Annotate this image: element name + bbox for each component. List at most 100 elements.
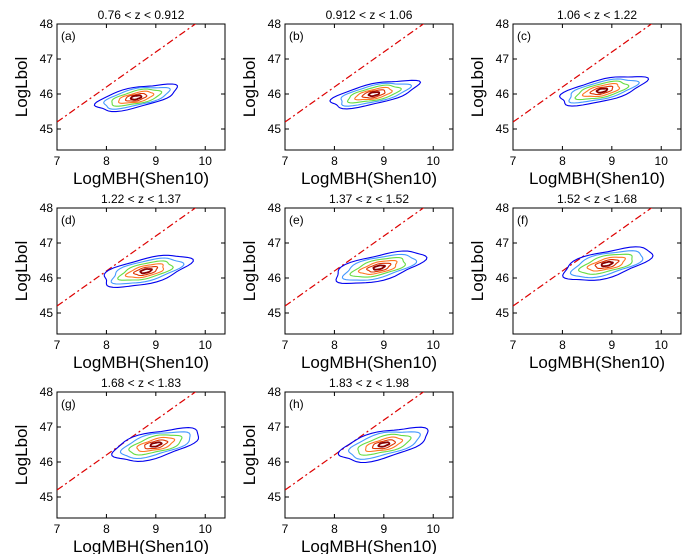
panel-5: 7 8 9 10 45 46 47 48 1.37 < z < 1.52 (e) LogMBH(Sh… (240, 192, 454, 372)
y-axis-label: LogLbol (468, 241, 487, 302)
x-tick-label: 10 (655, 338, 669, 352)
y-axis-label: LogLbol (240, 57, 259, 118)
y-tick-label: 47 (268, 52, 282, 66)
y-tick-label: 46 (496, 87, 510, 101)
contour-level-2 (341, 253, 418, 281)
contour-level-4 (357, 259, 398, 275)
x-tick-label: 7 (54, 338, 61, 352)
y-tick-label: 48 (40, 201, 54, 215)
panel-label: (g) (61, 397, 76, 411)
reference-line (513, 24, 653, 123)
contour-level-6 (372, 264, 387, 271)
panel-6: 7 8 9 10 45 46 47 48 1.52 < z < 1.68 (f) LogMBH(Sh… (468, 192, 682, 372)
contour-level-2 (569, 250, 644, 279)
x-axis-label: LogMBH(Shen10) (301, 537, 437, 554)
x-tick-label: 7 (282, 522, 289, 536)
x-tick-label: 10 (427, 154, 441, 168)
x-tick-label: 10 (427, 338, 441, 352)
panel-3: 7 8 9 10 45 46 47 48 1.06 < z < 1.22 (c) LogMBH(Sh… (468, 8, 682, 188)
contour-level-5 (594, 259, 620, 269)
panel-8: 7 8 9 10 45 46 47 48 1.83 < z < 1.98 (h) LogMBH(Sh… (240, 376, 454, 554)
x-tick-label: 10 (199, 522, 213, 536)
panel-label: (f) (517, 213, 528, 227)
y-tick-label: 47 (268, 236, 282, 250)
reference-line (285, 24, 425, 123)
y-tick-label: 48 (496, 201, 510, 215)
contour-level-3 (346, 84, 402, 104)
y-tick-label: 45 (40, 306, 54, 320)
x-tick-label: 9 (152, 154, 159, 168)
y-tick-label: 46 (40, 271, 54, 285)
contour-level-3 (111, 88, 163, 107)
y-tick-label: 48 (268, 17, 282, 31)
y-tick-label: 45 (496, 306, 510, 320)
contour-level-6 (377, 441, 391, 448)
x-tick-label: 9 (380, 522, 387, 536)
panel-2: 7 8 9 10 45 46 47 48 0.912 < z < 1.06 (b) LogMBH(S… (240, 8, 454, 188)
panel-label: (a) (61, 29, 76, 43)
y-tick-label: 47 (496, 52, 510, 66)
contour-level-6 (367, 91, 381, 98)
y-axis-label: LogLbol (12, 57, 31, 118)
y-tick-label: 47 (268, 420, 282, 434)
panel-title: 1.22 < z < 1.37 (101, 192, 181, 206)
contour-level-3 (577, 253, 633, 275)
contour-level-2 (119, 431, 191, 460)
y-axis-label: LogLbol (468, 57, 487, 118)
contour-level-3 (574, 80, 630, 101)
x-tick-label: 9 (608, 154, 615, 168)
y-tick-label: 48 (496, 17, 510, 31)
contour-level-6 (595, 87, 609, 94)
panel-label: (h) (289, 397, 304, 411)
contour-level-4 (586, 256, 627, 272)
x-tick-label: 10 (427, 522, 441, 536)
x-axis-label: LogMBH(Shen10) (73, 353, 209, 372)
contour-level-6 (149, 441, 163, 448)
contour-level-4 (354, 86, 393, 101)
x-tick-label: 7 (282, 154, 289, 168)
x-tick-label: 8 (331, 522, 338, 536)
x-tick-label: 7 (510, 154, 517, 168)
reference-line (285, 208, 425, 307)
x-axis-label: LogMBH(Shen10) (529, 353, 665, 372)
contour-level-5 (132, 266, 159, 277)
x-axis-label: LogMBH(Shen10) (73, 169, 209, 188)
x-axis-label: LogMBH(Shen10) (73, 537, 209, 554)
reference-line (285, 392, 425, 491)
x-tick-label: 9 (608, 338, 615, 352)
x-axis-label: LogMBH(Shen10) (529, 169, 665, 188)
contour-level-4 (136, 436, 176, 453)
x-tick-label: 8 (559, 338, 566, 352)
panel-title: 1.68 < z < 1.83 (101, 376, 181, 390)
y-axis-label: LogLbol (240, 425, 259, 486)
x-tick-label: 7 (282, 338, 289, 352)
contour-level-5 (124, 92, 148, 102)
contour-level-6 (139, 268, 153, 275)
panel-title: 0.76 < z < 0.912 (98, 8, 185, 22)
contour-level-4 (118, 90, 155, 104)
x-tick-label: 9 (380, 338, 387, 352)
y-tick-label: 48 (40, 385, 54, 399)
y-tick-label: 45 (268, 122, 282, 136)
contour-level-4 (124, 263, 165, 279)
panel-4: 7 8 9 10 45 46 47 48 1.22 < z < 1.37 (d) LogMBH(Sh… (12, 192, 226, 372)
panel-title: 1.83 < z < 1.98 (329, 376, 409, 390)
contour-level-4 (365, 436, 404, 453)
x-tick-label: 10 (199, 154, 213, 168)
x-tick-label: 7 (54, 522, 61, 536)
y-tick-label: 47 (40, 236, 54, 250)
contour-level-2 (110, 257, 185, 285)
reference-line (57, 24, 197, 123)
panel-1: 7 8 9 10 45 46 47 48 0.76 < z < 0.912 (a) LogMBH(S… (12, 8, 226, 188)
y-tick-label: 48 (268, 201, 282, 215)
contour-level-1 (558, 76, 650, 107)
contour-level-2 (340, 82, 413, 107)
contour-level-6 (129, 94, 143, 101)
x-tick-label: 7 (510, 338, 517, 352)
contour-level-5 (371, 439, 396, 450)
y-tick-label: 47 (40, 420, 54, 434)
y-tick-label: 48 (40, 17, 54, 31)
y-tick-label: 45 (268, 490, 282, 504)
panel-title: 1.52 < z < 1.68 (557, 192, 637, 206)
x-axis-label: LogMBH(Shen10) (301, 353, 437, 372)
